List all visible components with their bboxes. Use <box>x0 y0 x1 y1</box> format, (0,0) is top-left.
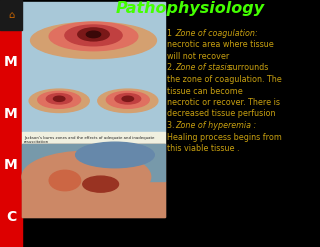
Bar <box>22 144 165 217</box>
Ellipse shape <box>49 22 138 51</box>
Text: Zone of stasis:: Zone of stasis: <box>175 63 234 73</box>
Ellipse shape <box>76 142 154 168</box>
Text: M: M <box>4 158 18 172</box>
Text: ⌂: ⌂ <box>8 10 14 20</box>
Text: resuscitation: resuscitation <box>24 140 49 144</box>
Bar <box>0 0 22 30</box>
Ellipse shape <box>29 89 89 112</box>
Text: Pathophysiology: Pathophysiology <box>116 1 265 17</box>
Text: tissue can become: tissue can become <box>167 86 243 96</box>
Ellipse shape <box>106 91 149 108</box>
Text: will not recover: will not recover <box>167 52 229 61</box>
Text: 2.: 2. <box>167 63 177 73</box>
Ellipse shape <box>98 89 158 112</box>
Text: 3.: 3. <box>167 121 177 130</box>
Text: Healing process begins from: Healing process begins from <box>167 132 282 142</box>
Text: Jackson's burns zones and the effects of adequate and inadequate: Jackson's burns zones and the effects of… <box>24 136 154 140</box>
Text: necrotic or recover. There is: necrotic or recover. There is <box>167 98 280 107</box>
Ellipse shape <box>122 96 133 102</box>
Ellipse shape <box>65 25 122 46</box>
Ellipse shape <box>53 96 65 102</box>
Text: necrotic area where tissue: necrotic area where tissue <box>167 41 274 49</box>
Ellipse shape <box>86 31 101 38</box>
Ellipse shape <box>83 176 118 192</box>
Bar <box>22 2 165 132</box>
Text: this viable tissue .: this viable tissue . <box>167 144 239 153</box>
Text: C: C <box>6 210 16 224</box>
Text: 1 .: 1 . <box>167 29 180 38</box>
Text: decreased tissue perfusion: decreased tissue perfusion <box>167 109 276 119</box>
Ellipse shape <box>115 94 141 104</box>
Bar <box>22 144 165 181</box>
Ellipse shape <box>31 22 156 59</box>
Ellipse shape <box>49 170 81 191</box>
Text: the zone of coagulation. The: the zone of coagulation. The <box>167 75 282 84</box>
Text: Zone of hyperemia :: Zone of hyperemia : <box>175 121 256 130</box>
Bar <box>0 30 22 247</box>
Ellipse shape <box>78 28 109 41</box>
Ellipse shape <box>22 151 151 202</box>
Text: M: M <box>4 55 18 69</box>
Ellipse shape <box>38 91 81 108</box>
Bar <box>22 132 165 144</box>
Text: surrounds: surrounds <box>226 63 268 73</box>
Text: M: M <box>4 107 18 121</box>
Text: Zone of coagulation:: Zone of coagulation: <box>175 29 258 38</box>
Bar <box>22 181 165 217</box>
Ellipse shape <box>46 94 72 104</box>
